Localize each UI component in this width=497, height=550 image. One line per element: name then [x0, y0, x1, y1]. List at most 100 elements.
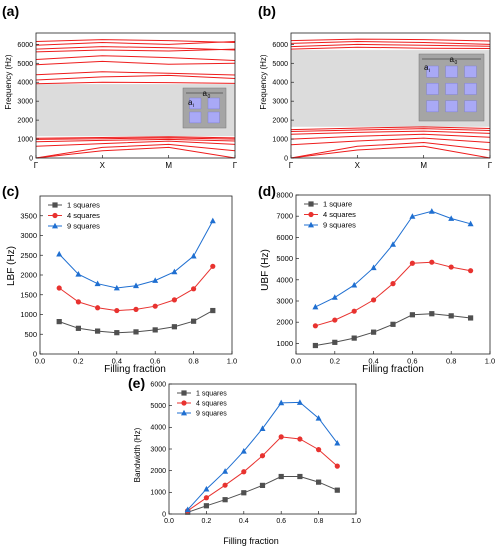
x-tick-label-e-0: 0.0: [164, 518, 174, 525]
legend-label-c-0: 1 squares: [67, 201, 100, 210]
x-tick-label-e-1: 0.2: [202, 518, 212, 525]
band-line-b-5: [290, 128, 491, 132]
inset-label-ai-b: a: [424, 63, 429, 72]
data-point-e-1-7: [316, 447, 322, 453]
band-line-b-10: [290, 38, 491, 42]
band-line-b-6: [290, 126, 491, 131]
data-point-e-0-6: [297, 473, 303, 480]
data-point-c-0-5: [152, 327, 158, 333]
x-axis-label-d: Filling fraction: [362, 364, 424, 375]
panel-e: (e) Bandwidth (Hz) Filling fraction 0.0 0…: [128, 375, 361, 546]
panel-label-d: (d): [258, 183, 276, 199]
data-point-d-0-7: [448, 313, 454, 319]
legend-label-e-0: 1 squares: [196, 390, 227, 397]
y-tick-label-a-3: 3000: [17, 99, 33, 106]
y-tick-label-d-5: 6000: [276, 233, 293, 242]
data-point-e-2-2: [222, 468, 229, 474]
y-tick-label-b-3: 3000: [272, 99, 288, 106]
legend-label-d-2: 9 squares: [323, 221, 356, 230]
data-point-c-0-3: [114, 330, 120, 336]
data-point-d-0-4: [390, 321, 396, 327]
band-line-a-2: [35, 140, 236, 147]
inset-label-ai-sub-a: i: [193, 103, 194, 109]
x-tick-label-d-2: 0.4: [368, 357, 378, 366]
y-tick-label-d-1: 2000: [276, 318, 293, 327]
x-tick-label-e-4: 0.8: [314, 518, 324, 525]
y-axis-label-c: LBF (Hz): [6, 246, 17, 286]
x-tick-label-a-1: X: [100, 161, 106, 170]
y-tick-label-a-2: 2000: [17, 118, 33, 125]
y-tick-label-c-3: 1500: [20, 290, 37, 299]
data-point-e-0-2: [222, 497, 228, 503]
y-tick-label-a-5: 5000: [17, 61, 33, 68]
data-point-d-2-7: [448, 215, 455, 221]
y-tick-label-a-0: 0: [29, 156, 33, 163]
band-line-a-14: [35, 39, 236, 43]
band-line-b-8: [290, 43, 491, 48]
y-tick-label-b-1: 1000: [272, 137, 288, 144]
inset-label-ai-sub-b: i: [429, 68, 430, 74]
band-line-a-5: [35, 136, 236, 139]
y-tick-label-c-0: 0: [33, 350, 37, 359]
data-point-d-2-5: [409, 213, 416, 219]
band-line-a-4: [35, 137, 236, 140]
legend-label-d-0: 1 square: [323, 200, 352, 209]
band-line-a-11: [35, 48, 236, 53]
data-point-c-2-2: [94, 280, 101, 287]
data-point-c-2-3: [113, 284, 120, 291]
y-tick-label-c-2: 1000: [20, 310, 37, 319]
data-point-d-1-0: [312, 323, 318, 329]
y-tick-label-d-4: 5000: [276, 254, 293, 263]
inset-label-a0-a: a: [203, 89, 208, 98]
y-tick-label-e-1: 1000: [150, 490, 166, 497]
data-point-e-2-7: [315, 415, 322, 421]
y-tick-label-b-4: 4000: [272, 80, 288, 87]
data-point-c-0-1: [75, 325, 81, 331]
x-tick-label-b-3: Γ: [488, 161, 493, 170]
inset-square-a-1: [207, 97, 220, 110]
data-point-e-1-2: [222, 482, 228, 488]
band-line-a-10: [35, 55, 236, 61]
data-point-c-0-2: [95, 328, 101, 334]
data-point-d-1-3: [371, 297, 377, 303]
inset-square-b-7: [445, 100, 458, 113]
legend-marker-e-2: [181, 409, 187, 416]
data-point-c-1-1: [75, 299, 81, 305]
inset-label-a0-sub-a: 0: [208, 94, 211, 100]
x-tick-label-d-1: 0.2: [330, 357, 340, 366]
y-axis-label-a: Frequency (Hz): [4, 54, 13, 109]
band-line-b-7: [290, 46, 491, 50]
y-tick-label-d-6: 7000: [276, 212, 293, 221]
y-tick-label-e-6: 6000: [150, 381, 166, 388]
y-tick-label-e-0: 0: [162, 511, 166, 518]
data-point-e-1-8: [334, 463, 340, 469]
x-tick-label-c-0: 0.0: [35, 357, 45, 366]
legend-label-e-1: 4 squares: [196, 400, 227, 407]
data-point-d-2-4: [390, 241, 396, 247]
series-line-c-2: [58, 220, 214, 289]
panel-label-e: (e): [128, 375, 145, 391]
x-axis-label-c: Filling fraction: [104, 364, 166, 375]
y-tick-label-e-5: 5000: [150, 403, 166, 410]
data-point-e-0-4: [259, 482, 266, 488]
data-point-d-2-1: [331, 294, 338, 300]
inset-square-b-2: [464, 65, 477, 78]
band-line-a-12: [35, 46, 236, 51]
panel-label-b: (b): [258, 3, 276, 19]
x-tick-label-c-2: 0.4: [112, 357, 122, 366]
x-tick-label-a-0: Γ: [34, 161, 39, 170]
y-tick-label-e-2: 2000: [150, 468, 166, 475]
band-line-a-6: [35, 81, 236, 85]
band-line-b-1: [290, 141, 491, 159]
data-point-d-2-2: [351, 281, 358, 288]
plot-frame-d: [295, 194, 491, 355]
data-point-e-1-4: [259, 453, 266, 459]
data-point-e-2-1: [203, 485, 210, 492]
band-line-a-0: [35, 146, 236, 159]
band-line-a-8: [35, 71, 236, 76]
y-tick-label-a-4: 4000: [17, 80, 33, 87]
inset-label-a0-sub-b: 0: [455, 60, 458, 66]
x-tick-label-e-3: 0.6: [276, 518, 286, 525]
data-point-d-1-4: [390, 281, 396, 287]
